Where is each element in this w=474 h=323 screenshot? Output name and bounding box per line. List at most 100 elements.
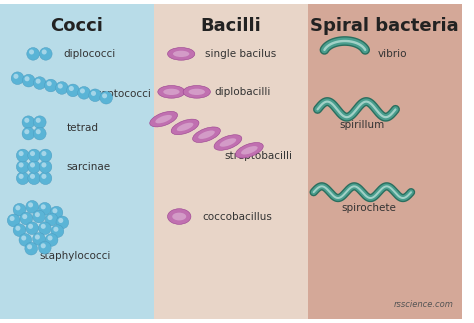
Text: Spiral bacteria: Spiral bacteria: [310, 17, 459, 35]
Circle shape: [13, 203, 26, 216]
Circle shape: [29, 49, 34, 55]
Circle shape: [46, 234, 58, 246]
Text: streptobacilli: streptobacilli: [224, 151, 292, 161]
Ellipse shape: [167, 47, 195, 60]
Circle shape: [51, 225, 64, 237]
Circle shape: [47, 215, 53, 220]
Circle shape: [30, 174, 35, 179]
Circle shape: [89, 89, 101, 102]
Text: spirochete: spirochete: [342, 203, 397, 213]
Circle shape: [18, 162, 24, 168]
Text: spirillum: spirillum: [339, 120, 384, 130]
Circle shape: [9, 216, 15, 221]
Circle shape: [38, 222, 51, 234]
Circle shape: [18, 174, 24, 179]
Text: Cocci: Cocci: [51, 17, 103, 35]
Circle shape: [39, 172, 52, 184]
Ellipse shape: [219, 138, 236, 147]
Circle shape: [42, 49, 47, 55]
Ellipse shape: [167, 209, 191, 224]
Circle shape: [69, 86, 74, 91]
Circle shape: [47, 235, 53, 241]
Circle shape: [100, 91, 112, 104]
Circle shape: [102, 93, 107, 98]
Text: diplobacilli: diplobacilli: [214, 87, 271, 97]
Ellipse shape: [155, 115, 172, 123]
Circle shape: [41, 224, 46, 229]
Circle shape: [28, 149, 40, 162]
Circle shape: [41, 162, 46, 168]
Circle shape: [15, 226, 20, 231]
Text: staphylococci: staphylococci: [39, 252, 110, 262]
Circle shape: [53, 208, 57, 213]
Circle shape: [33, 210, 46, 223]
Circle shape: [22, 116, 35, 129]
Circle shape: [22, 214, 27, 219]
Circle shape: [26, 201, 38, 213]
Circle shape: [17, 149, 29, 162]
Circle shape: [28, 172, 40, 184]
Circle shape: [39, 149, 52, 162]
Ellipse shape: [171, 119, 199, 135]
Circle shape: [78, 87, 91, 99]
Text: single bacilus: single bacilus: [205, 49, 276, 59]
Circle shape: [35, 234, 40, 240]
Circle shape: [30, 162, 35, 168]
Text: streptococci: streptococci: [88, 89, 152, 99]
Circle shape: [28, 224, 33, 229]
Circle shape: [46, 81, 52, 86]
Circle shape: [35, 212, 40, 217]
Ellipse shape: [192, 127, 220, 142]
Ellipse shape: [173, 51, 189, 57]
Ellipse shape: [236, 142, 263, 158]
Circle shape: [54, 227, 58, 232]
Circle shape: [39, 161, 52, 173]
Circle shape: [36, 79, 41, 84]
Ellipse shape: [177, 123, 193, 131]
Text: Bacilli: Bacilli: [201, 17, 261, 35]
Circle shape: [45, 79, 57, 92]
Ellipse shape: [163, 89, 180, 95]
Circle shape: [13, 224, 26, 236]
Circle shape: [41, 204, 46, 209]
Circle shape: [30, 151, 35, 156]
Circle shape: [38, 203, 51, 215]
Circle shape: [19, 234, 32, 246]
Bar: [154, 4, 308, 319]
Circle shape: [7, 214, 20, 227]
Circle shape: [41, 243, 46, 248]
Text: sarcinae: sarcinae: [66, 162, 110, 172]
Ellipse shape: [241, 146, 258, 154]
Text: vibrio: vibrio: [378, 49, 408, 59]
Circle shape: [50, 206, 63, 219]
Circle shape: [46, 213, 58, 226]
Circle shape: [33, 233, 46, 245]
Ellipse shape: [172, 213, 186, 220]
Circle shape: [13, 74, 18, 79]
Ellipse shape: [150, 111, 178, 127]
Circle shape: [80, 89, 85, 93]
Circle shape: [34, 127, 46, 140]
Circle shape: [26, 222, 38, 234]
Circle shape: [36, 118, 41, 123]
Circle shape: [17, 172, 29, 184]
Circle shape: [28, 203, 33, 207]
Ellipse shape: [158, 86, 185, 98]
Circle shape: [36, 129, 41, 134]
Circle shape: [34, 116, 46, 129]
Text: tetrad: tetrad: [66, 123, 98, 133]
Circle shape: [58, 218, 64, 223]
Text: rsscience.com: rsscience.com: [394, 300, 454, 309]
Circle shape: [91, 91, 96, 96]
Ellipse shape: [189, 89, 205, 95]
Circle shape: [55, 82, 68, 94]
Circle shape: [41, 151, 46, 156]
Circle shape: [33, 77, 46, 89]
Circle shape: [56, 216, 69, 229]
Circle shape: [21, 235, 26, 241]
Circle shape: [41, 174, 46, 179]
Circle shape: [11, 72, 24, 85]
Text: coccobacillus: coccobacillus: [202, 212, 273, 222]
Circle shape: [67, 84, 79, 97]
Circle shape: [58, 84, 63, 89]
